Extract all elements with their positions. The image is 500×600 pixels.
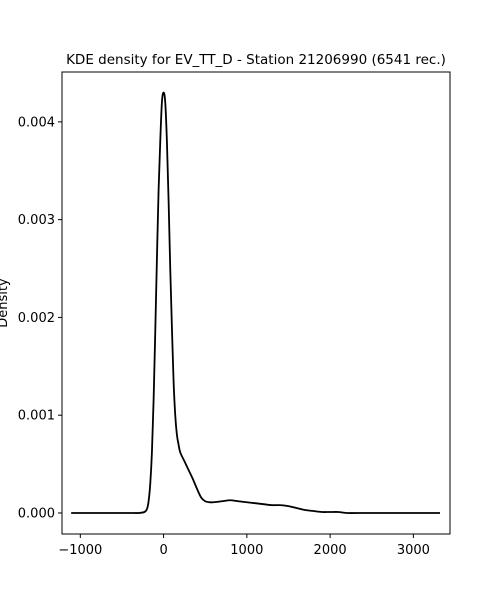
y-tick-label: 0.002 (18, 311, 55, 326)
x-tick-label: 1000 (230, 543, 263, 558)
chart-title: KDE density for EV_TT_D - Station 212069… (66, 52, 446, 68)
y-tick-label: 0.003 (18, 213, 55, 228)
x-tick-label: 2000 (314, 543, 347, 558)
x-tick-label: 0 (159, 543, 167, 558)
x-tick-label: −1000 (58, 543, 102, 558)
x-axis-ticks: −1000 0 1000 2000 3000 (58, 534, 430, 558)
kde-density-line (71, 91, 441, 514)
y-tick-label: 0.001 (18, 409, 55, 424)
y-axis-ticks: 0.000 0.001 0.002 0.003 0.004 (18, 115, 62, 521)
plot-area-frame (61, 71, 451, 535)
x-tick-label: 3000 (397, 543, 430, 558)
y-tick-label: 0.000 (18, 506, 55, 521)
y-axis-label: Density (0, 278, 11, 328)
y-tick-label: 0.004 (18, 115, 55, 130)
